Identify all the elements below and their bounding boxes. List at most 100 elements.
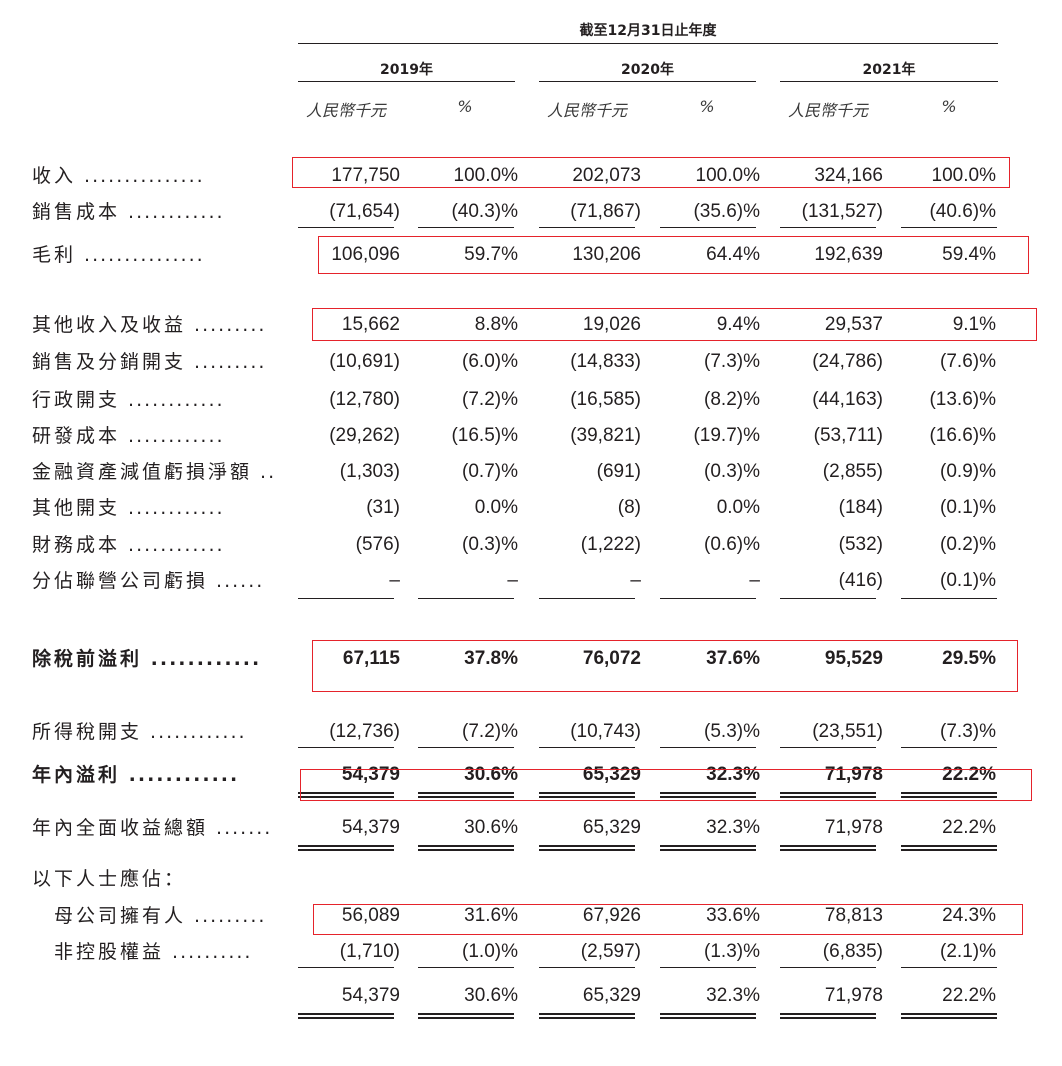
dot-leader: ............ (142, 648, 262, 670)
table-cell: 8.8% (474, 314, 518, 335)
table-cell: (1,710) (339, 941, 400, 962)
double-underline (660, 792, 756, 798)
row-label: 年內溢利 ............ (32, 762, 277, 788)
double-underline (660, 845, 756, 851)
highlight-box-profit-before-tax (312, 640, 1018, 692)
single-underline (901, 747, 997, 748)
table-cell: (10,691) (329, 351, 400, 372)
table-cell: (12,736) (329, 721, 400, 742)
table-cell: 95,529 (824, 648, 883, 669)
table-cell: 0.0% (474, 497, 518, 518)
single-underline (539, 747, 635, 748)
table-cell: (40.6)% (929, 201, 996, 222)
table-cell: (0.2)% (940, 534, 996, 555)
table-cell: 24.3% (942, 905, 996, 926)
table-cell: 22.2% (942, 817, 996, 838)
table-cell: (23,551) (812, 721, 883, 742)
single-underline (539, 967, 635, 968)
table-cell: 202,073 (572, 165, 641, 186)
table-cell: (44,163) (812, 389, 883, 410)
row-label-text: 金融資產減值虧損淨額 (32, 461, 253, 483)
table-cell: (16,585) (570, 389, 641, 410)
row-label-text: 非控股權益 (54, 941, 165, 963)
row-label: 母公司擁有人 ......... (54, 903, 299, 929)
table-cell: 22.2% (942, 985, 996, 1006)
table-cell: 9.1% (952, 314, 996, 335)
highlight-box-other-income (312, 308, 1037, 341)
table-cell: (53,711) (813, 425, 883, 446)
single-underline (901, 227, 997, 228)
table-cell: 71,978 (824, 817, 883, 838)
table-cell: (0.6)% (704, 534, 760, 555)
table-cell: 30.6% (464, 985, 518, 1006)
row-label: 行政開支 ............ (32, 387, 277, 413)
single-underline (780, 598, 876, 599)
row-label-text: 銷售成本 (32, 201, 121, 223)
single-underline (660, 967, 756, 968)
row-label: 年內全面收益總額 ....... (32, 815, 277, 841)
table-cell: 32.3% (706, 985, 760, 1006)
table-cell: 54,379 (341, 817, 400, 838)
table-cell: 19,026 (582, 314, 641, 335)
dot-leader: ............ (142, 721, 247, 743)
table-cell: (71,867) (570, 201, 641, 222)
table-cell: 31.6% (464, 905, 518, 926)
double-underline (780, 845, 876, 851)
row-label-text: 母公司擁有人 (54, 905, 187, 927)
dot-leader: ............ (120, 497, 225, 519)
table-cell: 324,166 (814, 165, 883, 186)
dot-leader: ....... (208, 817, 273, 839)
double-underline (418, 792, 514, 798)
row-label-text: 年內全面收益總額 (32, 817, 209, 839)
unit-label-2021-percent: % (941, 97, 957, 116)
table-cell: (16.6)% (929, 425, 996, 446)
double-underline (901, 792, 997, 798)
dot-leader: ... (260, 461, 277, 483)
table-cell: (24,786) (812, 351, 883, 372)
table-cell: 29.5% (942, 648, 996, 669)
dot-leader: ............ (120, 764, 240, 786)
table-cell: 56,089 (341, 905, 400, 926)
row-label: 財務成本 ............ (32, 532, 277, 558)
table-cell: (31) (366, 497, 400, 518)
table-cell: (7.2)% (462, 721, 518, 742)
single-underline (298, 747, 394, 748)
table-cell: 15,662 (341, 314, 400, 335)
dot-leader: .......... (164, 941, 253, 963)
double-underline (780, 1013, 876, 1019)
row-label-text: 銷售及分銷開支 (32, 351, 187, 373)
table-cell: (14,833) (570, 351, 641, 372)
single-underline (780, 747, 876, 748)
table-cell: (691) (596, 461, 641, 482)
year-2021-header: 2021年 (862, 62, 916, 78)
table-cell: (2.1)% (940, 941, 996, 962)
table-cell: (8) (617, 497, 641, 518)
single-underline (298, 227, 394, 228)
row-label: 以下人士應佔： (32, 866, 277, 892)
unit-label-2021-amount: 人民幣千元 (787, 101, 868, 120)
row-label-text: 財務成本 (32, 534, 121, 556)
double-underline (418, 845, 514, 851)
row-label: 收入 ............... (32, 163, 277, 189)
row-label: 其他開支 ............ (32, 495, 277, 521)
table-cell: (532) (838, 534, 883, 555)
table-cell: (16.5)% (451, 425, 518, 446)
double-underline (780, 792, 876, 798)
table-cell: (39,821) (570, 425, 641, 446)
table-cell: 59.7% (464, 244, 518, 265)
table-cell: (2,855) (822, 461, 883, 482)
table-cell: 100.0% (453, 165, 518, 186)
double-underline (901, 1013, 997, 1019)
table-cell: (71,654) (329, 201, 400, 222)
row-label-text: 研發成本 (32, 425, 121, 447)
single-underline (780, 967, 876, 968)
row-label: 金融資產減值虧損淨額 ... (32, 459, 277, 485)
table-cell: (576) (355, 534, 400, 555)
table-cell: (29,262) (329, 425, 400, 446)
dot-leader: ............ (120, 201, 225, 223)
table-cell: (1.0)% (462, 941, 518, 962)
table-cell: (40.3)% (451, 201, 518, 222)
table-cell: 67,926 (582, 905, 641, 926)
table-cell: 0.0% (716, 497, 760, 518)
